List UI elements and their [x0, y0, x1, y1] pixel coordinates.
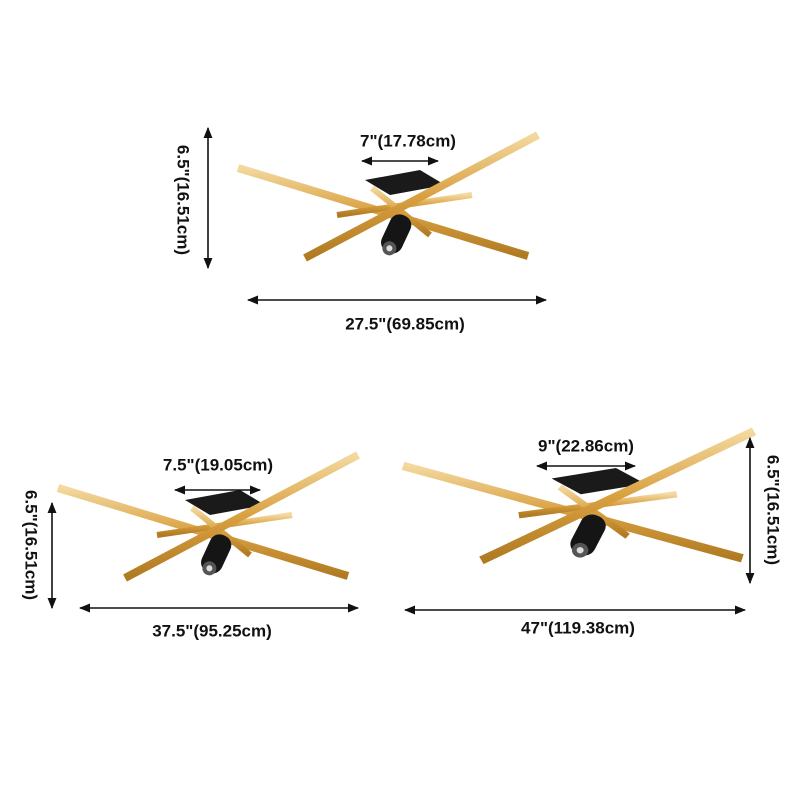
width-label: 47"(119.38cm) [521, 618, 635, 637]
height-label: 6.5"(16.51cm) [174, 145, 193, 255]
height-label: 6.5"(16.51cm) [764, 455, 783, 565]
fixture-image [238, 135, 538, 259]
height-label: 6.5"(16.51cm) [22, 490, 41, 600]
width-label: 27.5"(69.85cm) [345, 314, 465, 333]
inner-label: 9"(22.86cm) [538, 436, 634, 455]
inner-label: 7"(17.78cm) [360, 131, 456, 150]
inner-label: 7.5"(19.05cm) [163, 455, 273, 474]
width-label: 37.5"(95.25cm) [152, 621, 272, 640]
